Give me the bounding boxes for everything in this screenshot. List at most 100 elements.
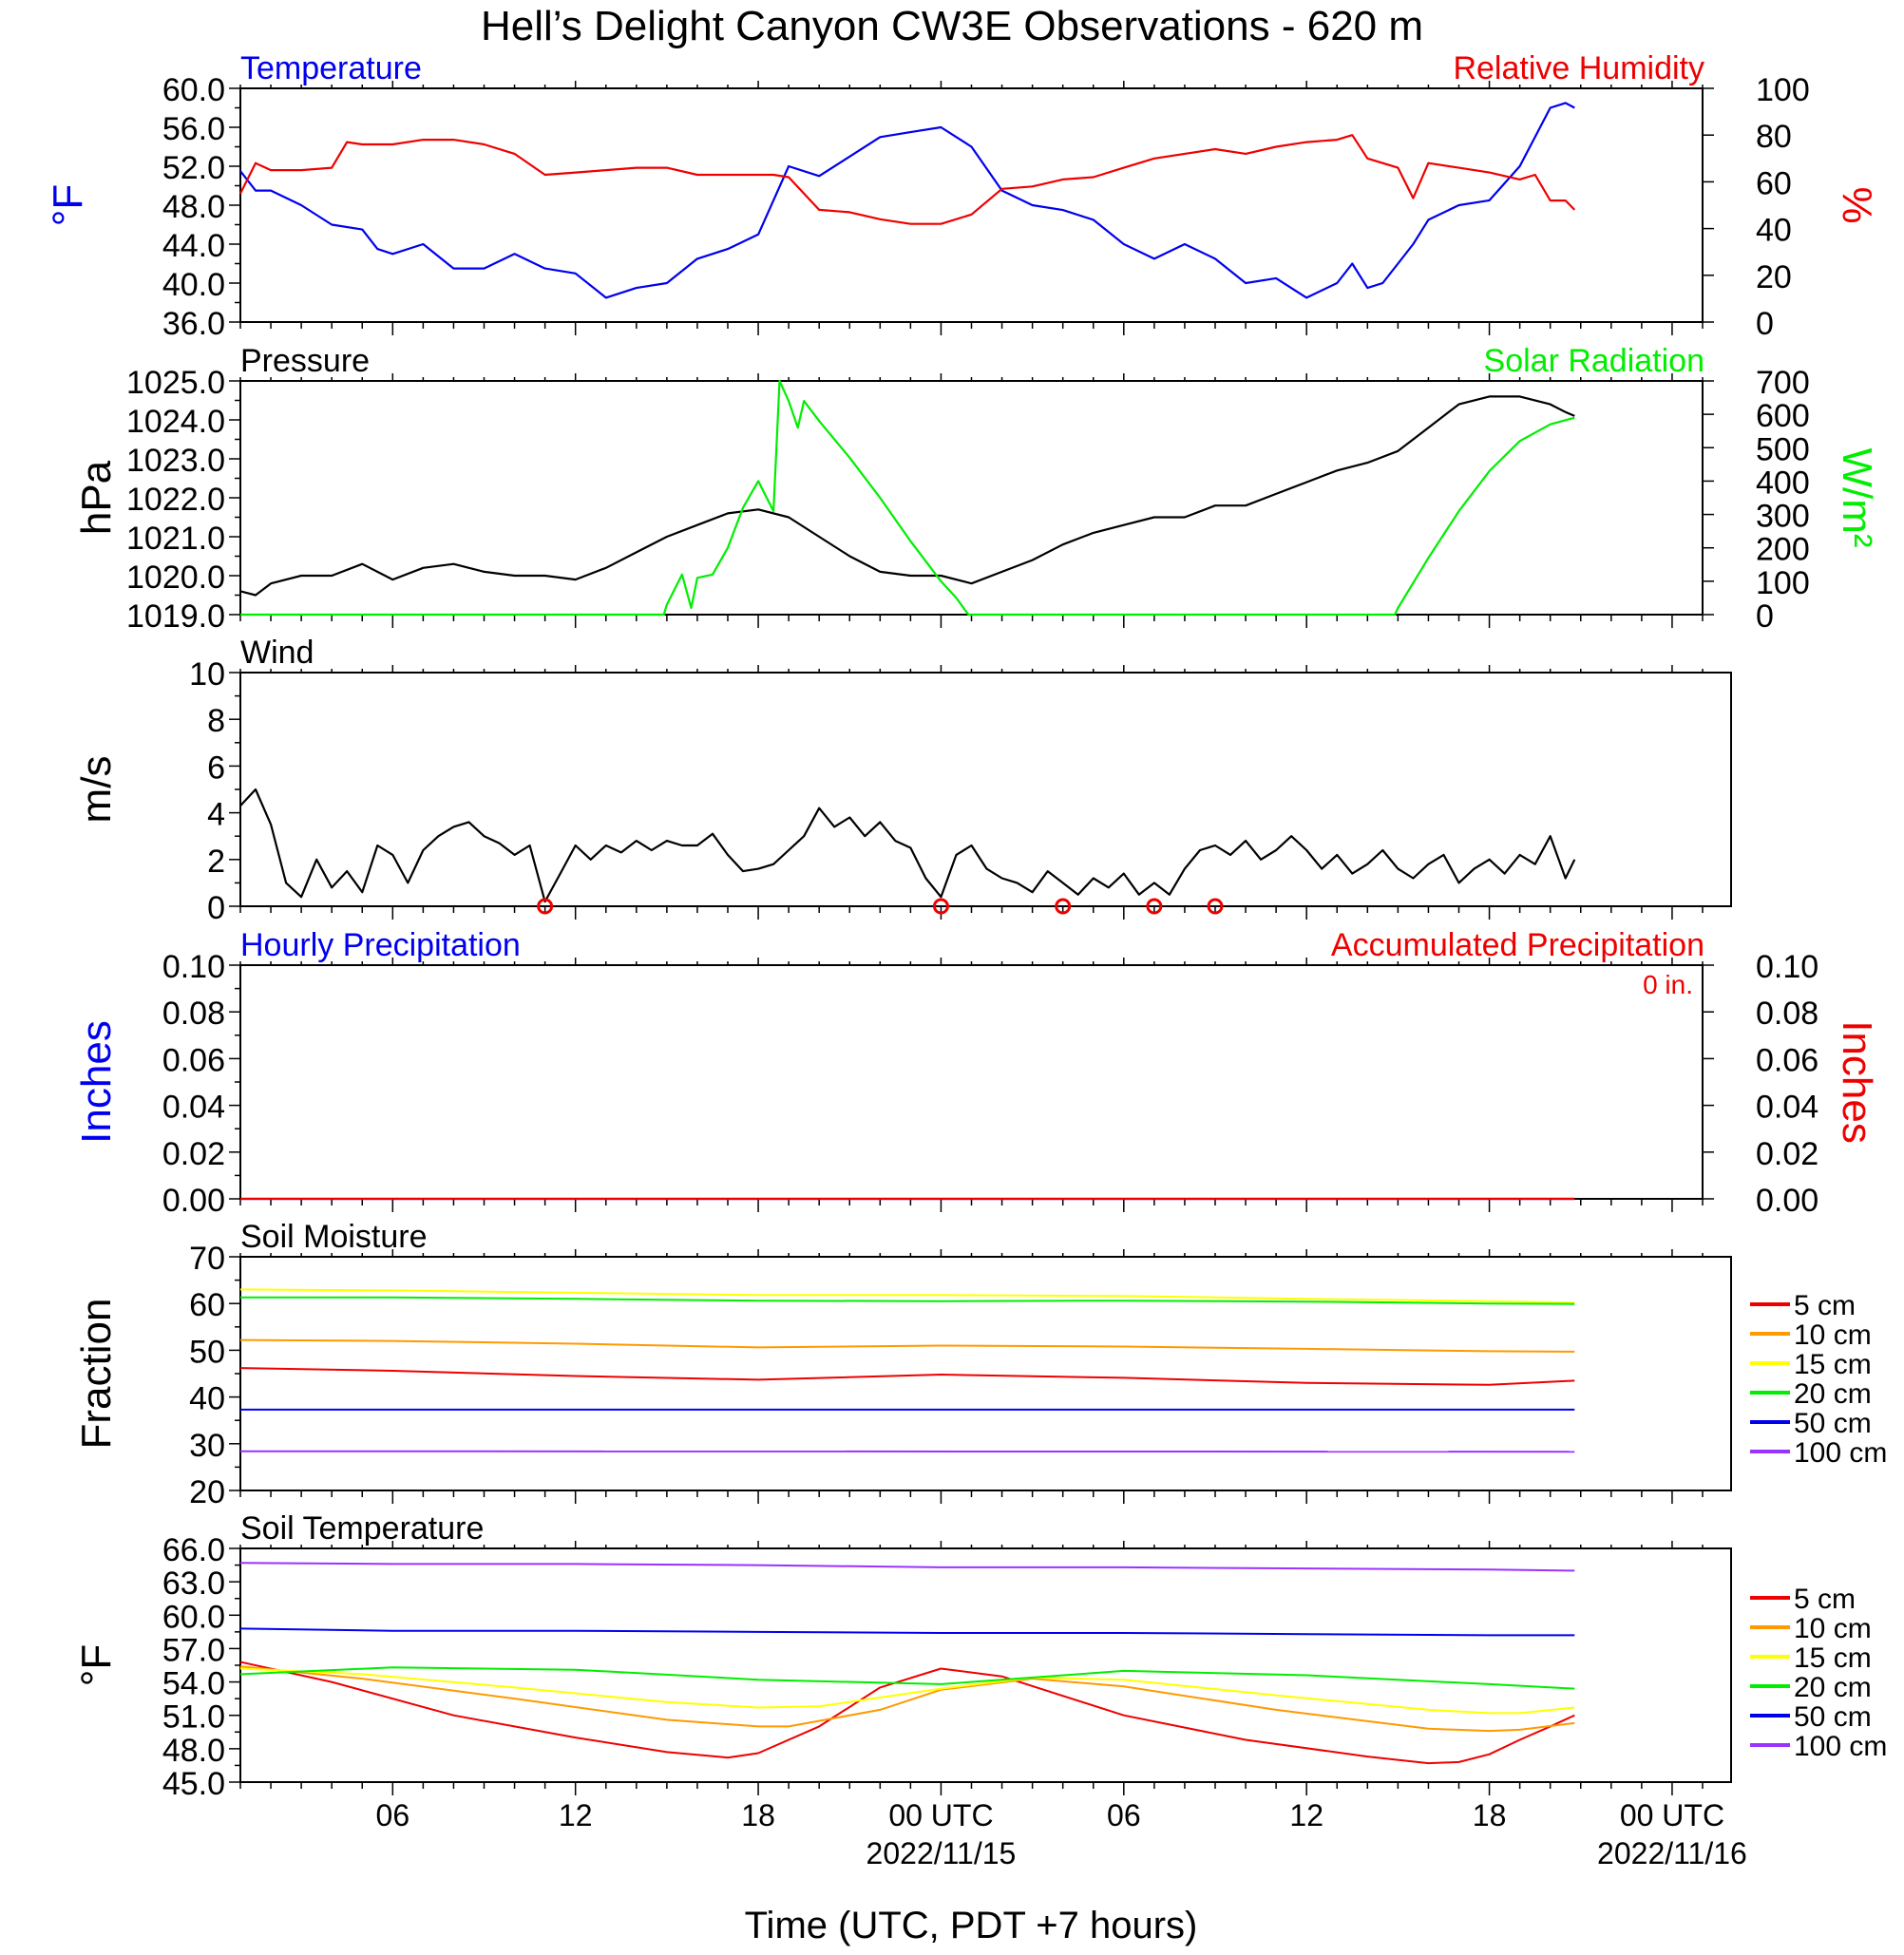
legend-label: 5 cm xyxy=(1794,1290,1856,1321)
series-line-relative-humidity xyxy=(239,134,1576,225)
x-axis-label: Time (UTC, PDT +7 hours) xyxy=(745,1905,1198,1946)
y-tick-label: 63.0 xyxy=(162,1566,225,1602)
y-tick-label: 1019.0 xyxy=(126,598,225,635)
panel-pressure_solar: 1025.01024.01023.01022.01021.01020.01019… xyxy=(73,343,1880,635)
y-tick-label: 66.0 xyxy=(162,1532,225,1568)
y-tick-label: 0 xyxy=(207,890,225,926)
y-tick-label: 0.10 xyxy=(1756,949,1818,985)
y-tick-label: 8 xyxy=(207,703,225,739)
panel-title-right: Relative Humidity xyxy=(1453,50,1704,86)
calm-wind-marker xyxy=(1055,898,1072,915)
panel-title-left: Pressure xyxy=(240,343,370,379)
y-tick-label: 300 xyxy=(1756,499,1810,535)
legend-label: 100 cm xyxy=(1794,1437,1887,1469)
y-tick-label: 57.0 xyxy=(162,1632,225,1668)
y-tick-label: 0.04 xyxy=(1756,1090,1818,1126)
panel-soil_moisture: 70 60 50 40 30 20 Soil Moisture Fraction 5 cm10 … xyxy=(73,1219,1887,1510)
panel-soil_temperature: 66.063.060.057.054.051.048.045.0 Soil Tem… xyxy=(73,1510,1887,1802)
y-tick-label: 48.0 xyxy=(162,189,225,225)
y-tick-label: 1022.0 xyxy=(126,482,225,518)
panel-temp_rh: 60.056.052.048.044.040.036.0 100 80 60 40 20 0… xyxy=(45,50,1880,342)
series-line-wind xyxy=(239,788,1576,903)
series-line-solar-radiation xyxy=(240,379,1575,617)
calm-wind-marker xyxy=(1207,898,1224,915)
y-tick-label: 600 xyxy=(1756,398,1810,434)
y-tick-label: 60 xyxy=(1756,165,1792,201)
panel-title-right: Solar Radiation xyxy=(1484,343,1704,379)
y-tick-label: 1021.0 xyxy=(126,521,225,557)
series-line-pressure xyxy=(239,395,1575,597)
panel-title-left: Soil Temperature xyxy=(240,1510,484,1547)
x-tick-label: 18 xyxy=(1473,1798,1507,1832)
y-tick-label: 10 xyxy=(189,656,225,693)
y-tick-label: 45.0 xyxy=(162,1766,225,1802)
y-tick-label: 40.0 xyxy=(162,267,225,303)
y-tick-label: 0.00 xyxy=(162,1183,225,1219)
y-tick-label: 50 xyxy=(189,1334,225,1370)
calm-wind-marker xyxy=(537,898,554,915)
y-tick-label: 36.0 xyxy=(162,306,225,342)
legend-label: 50 cm xyxy=(1794,1408,1872,1439)
y-tick-label: 700 xyxy=(1756,365,1810,401)
y-tick-label: 1023.0 xyxy=(126,443,225,479)
panel-frame xyxy=(239,87,1704,323)
y-axis-label-left: °F xyxy=(73,1644,120,1686)
y-axis-label-left: m/s xyxy=(73,756,120,824)
y-tick-label: 52.0 xyxy=(162,150,225,186)
legend-label: 100 cm xyxy=(1794,1731,1887,1762)
series-line-20-cm xyxy=(240,1296,1575,1305)
y-axis-label-left: °F xyxy=(45,184,91,226)
y-tick-label: 0.00 xyxy=(1756,1183,1818,1219)
y-tick-label: 51.0 xyxy=(162,1699,225,1736)
panel-title-right: Accumulated Precipitation xyxy=(1331,927,1704,963)
y-tick-label: 400 xyxy=(1756,465,1810,501)
x-date-label: 2022/11/16 xyxy=(1597,1836,1747,1870)
y-tick-label: 0 xyxy=(1756,598,1774,635)
y-axis-label-right: % xyxy=(1834,186,1880,223)
calm-wind-marker xyxy=(1146,898,1163,915)
series-line-100-cm xyxy=(239,1562,1575,1572)
y-axis-label-right: W/m² xyxy=(1834,447,1880,547)
legend-label: 5 cm xyxy=(1794,1584,1856,1615)
series-line-15-cm xyxy=(239,1667,1575,1715)
y-tick-label: 200 xyxy=(1756,532,1810,568)
series-line-temperature xyxy=(239,102,1575,299)
y-tick-label: 60.0 xyxy=(162,72,225,108)
chart-title: Hell’s Delight Canyon CW3E Observations … xyxy=(481,3,1423,49)
y-tick-label: 56.0 xyxy=(162,111,225,147)
panel-title-left: Soil Moisture xyxy=(240,1219,428,1255)
y-tick-label: 60.0 xyxy=(162,1599,225,1635)
y-tick-label: 54.0 xyxy=(162,1666,225,1702)
panel-frame xyxy=(239,380,1704,616)
y-tick-label: 0.02 xyxy=(162,1136,225,1172)
y-tick-label: 1020.0 xyxy=(126,560,225,596)
panel-precip: 0.10 0.08 0.06 0.04 0.02 0.00 0.10 0.08 0.06 0.04… xyxy=(73,927,1880,1219)
x-tick-label: 06 xyxy=(376,1798,410,1832)
y-tick-label: 40 xyxy=(1756,213,1792,249)
legend-label: 10 cm xyxy=(1794,1319,1872,1351)
x-tick-label: 00 UTC xyxy=(1620,1798,1724,1832)
y-axis-label-left: hPa xyxy=(73,460,120,535)
y-axis-label-left: Fraction xyxy=(73,1299,120,1450)
panel-wind: 10 8 6 4 2 0 Wind m/s xyxy=(73,635,1732,926)
legend-label: 20 cm xyxy=(1794,1378,1872,1410)
y-tick-label: 80 xyxy=(1756,119,1792,155)
precip-total-annotation: 0 in. xyxy=(1643,970,1693,999)
y-tick-label: 1025.0 xyxy=(126,365,225,401)
time-axis: 06 12 18 00 UTC 2022/11/15 06 12 18 00 UTC 2022/1… xyxy=(376,1798,1747,1870)
x-date-label: 2022/11/15 xyxy=(866,1836,1017,1870)
series-line-10-cm xyxy=(239,1665,1575,1733)
x-tick-label: 12 xyxy=(1289,1798,1323,1832)
panel-frame xyxy=(239,964,1704,1200)
series-line-10-cm xyxy=(239,1338,1575,1353)
panels: 60.056.052.048.044.040.036.0100806040200… xyxy=(45,50,1887,1802)
legend-label: 20 cm xyxy=(1794,1672,1872,1703)
legend-label: 15 cm xyxy=(1794,1349,1872,1380)
y-tick-label: 100 xyxy=(1756,72,1810,108)
panel-title-left: Wind xyxy=(240,635,314,671)
y-tick-label: 0.04 xyxy=(162,1090,225,1126)
y-tick-label: 6 xyxy=(207,750,225,786)
y-tick-label: 20 xyxy=(189,1474,225,1510)
series-line-20-cm xyxy=(239,1666,1575,1690)
